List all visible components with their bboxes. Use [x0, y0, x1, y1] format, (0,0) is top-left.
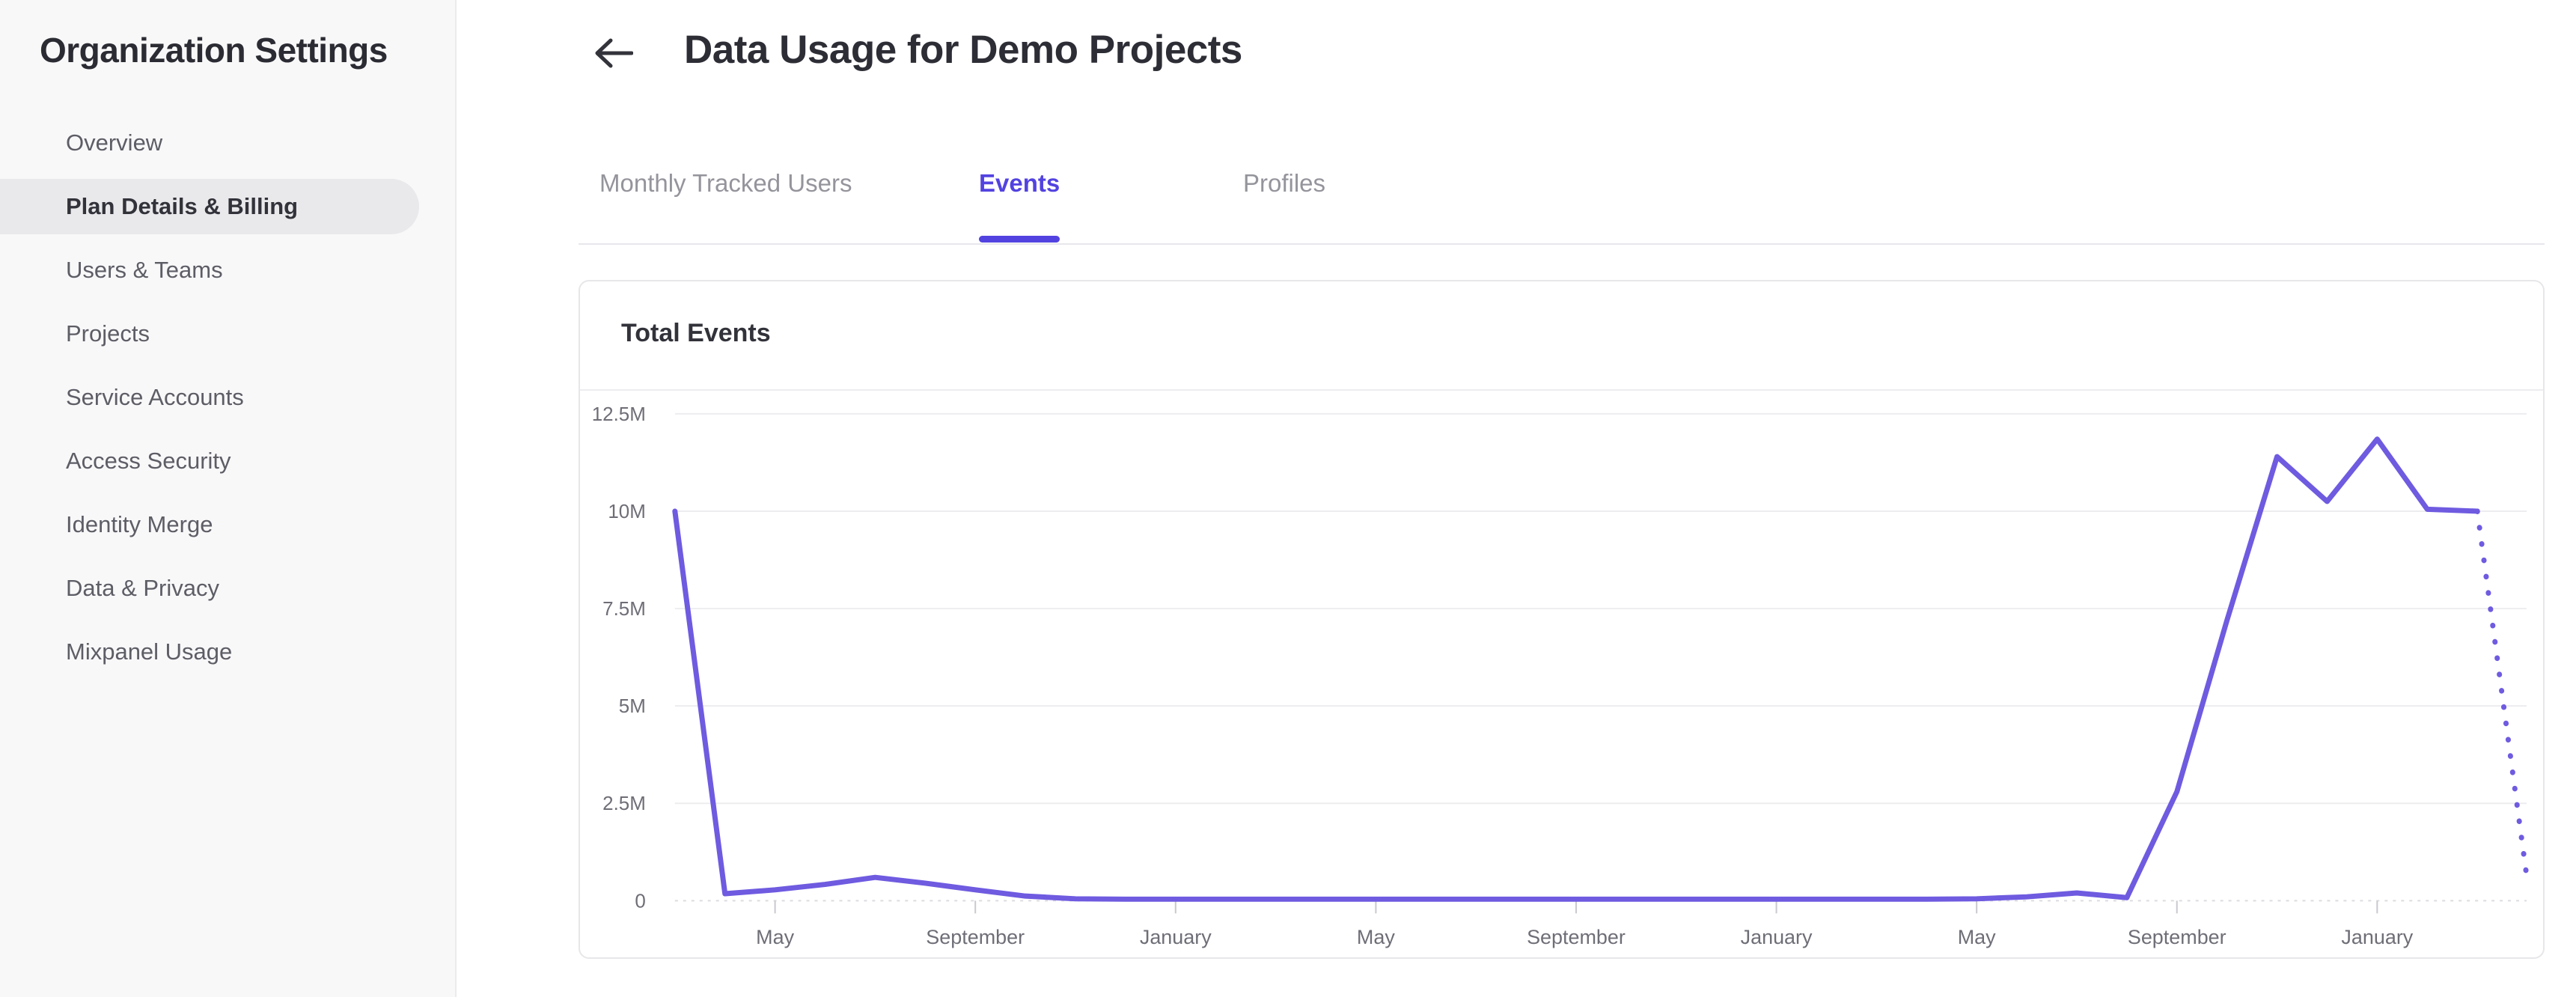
sidebar-item-overview[interactable]: Overview [0, 115, 419, 171]
active-tab-indicator [979, 236, 1060, 243]
sidebar: Organization Settings Overview Plan Detai… [0, 0, 457, 997]
sidebar-item-access-security[interactable]: Access Security [0, 433, 419, 489]
sidebar-item-label: Data & Privacy [66, 575, 220, 601]
back-arrow-icon [595, 38, 633, 68]
x-axis-label: January [1140, 926, 1212, 948]
sidebar-item-projects[interactable]: Projects [0, 306, 419, 362]
y-axis-label: 0 [635, 891, 645, 912]
card-title: Total Events [621, 319, 771, 347]
tab-events[interactable]: Events [979, 169, 1060, 243]
y-axis-label: 10M [608, 501, 646, 522]
y-axis-label: 12.5M [592, 404, 646, 425]
back-button[interactable] [587, 28, 640, 78]
card-header: Total Events [580, 281, 2543, 391]
sidebar-item-identity-merge[interactable]: Identity Merge [0, 497, 419, 552]
total-events-chart[interactable]: 0 2.5M 5M 7.5M 10M 12.5M May September January Ma… [580, 391, 2543, 957]
sidebar-item-label: Projects [66, 320, 150, 347]
tab-profiles[interactable]: Profiles [1243, 169, 1325, 243]
x-axis-label: September [2128, 926, 2226, 948]
sidebar-item-label: Mixpanel Usage [66, 638, 233, 665]
tab-monthly-tracked-users[interactable]: Monthly Tracked Users [599, 169, 852, 243]
x-axis-label: May [1357, 926, 1395, 948]
x-axis-label: September [1527, 926, 1626, 948]
sidebar-item-label: Service Accounts [66, 384, 244, 410]
sidebar-item-label: Identity Merge [66, 511, 213, 537]
sidebar-item-label: Users & Teams [66, 257, 223, 283]
sidebar-item-label: Overview [66, 129, 163, 156]
sidebar-item-users-teams[interactable]: Users & Teams [0, 243, 419, 298]
tab-label: Monthly Tracked Users [599, 169, 852, 197]
y-axis-label: 2.5M [602, 793, 646, 814]
line-chart-canvas[interactable]: 0 2.5M 5M 7.5M 10M 12.5M May September January Ma… [580, 391, 2543, 957]
x-axis-label: May [1958, 926, 1996, 948]
events-series-line [672, 436, 2480, 902]
sidebar-item-service-accounts[interactable]: Service Accounts [0, 370, 419, 425]
page-title: Data Usage for Demo Projects [684, 28, 1242, 72]
sidebar-item-data-privacy[interactable]: Data & Privacy [0, 561, 419, 616]
sidebar-item-mixpanel-usage[interactable]: Mixpanel Usage [0, 624, 419, 680]
y-axis-label: 5M [619, 696, 646, 717]
y-axis-label: 7.5M [602, 599, 646, 620]
tab-bar-divider [579, 243, 2545, 245]
x-axis-label: May [756, 926, 794, 948]
tab-label: Profiles [1243, 169, 1326, 197]
x-axis-label: January [1741, 926, 1813, 948]
events-series-projected-dotted [2474, 508, 2530, 884]
x-axis-label: September [926, 926, 1025, 948]
total-events-card: Total Events 0 2.5M 5M 7.5M 10M 12.5M May Septe… [579, 280, 2545, 959]
tab-label: Events [979, 169, 1060, 197]
sidebar-title: Organization Settings [40, 31, 388, 70]
sidebar-item-label: Plan Details & Billing [66, 193, 299, 219]
sidebar-item-label: Access Security [66, 448, 231, 474]
x-axis-label: January [2341, 926, 2413, 948]
sidebar-item-plan-details-billing[interactable]: Plan Details & Billing [0, 179, 419, 234]
